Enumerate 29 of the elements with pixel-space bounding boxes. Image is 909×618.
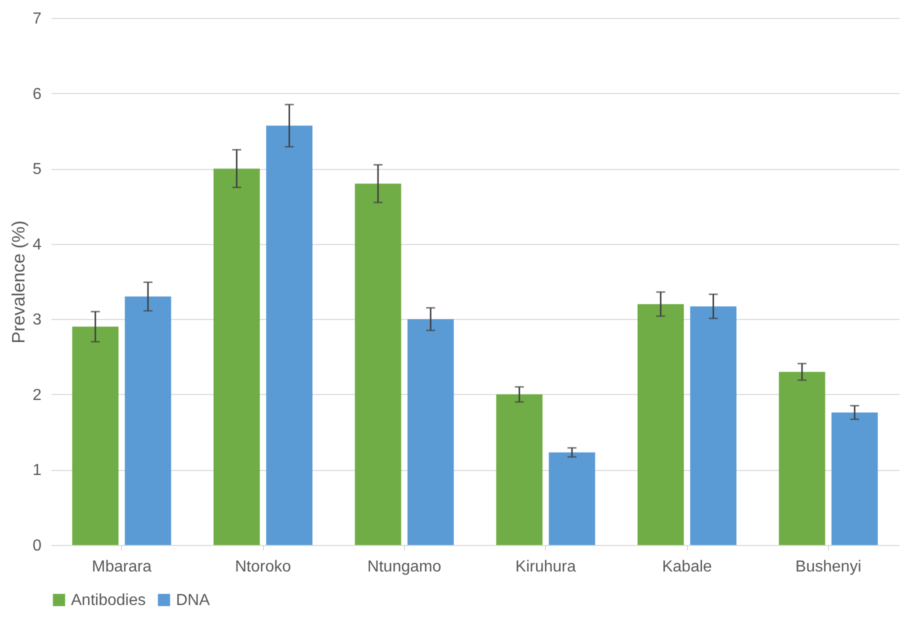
x-tick-label: Bushenyi <box>795 558 862 576</box>
x-tick-label: Mbarara <box>92 558 152 576</box>
x-tick-label: Ntungamo <box>367 558 442 576</box>
bar <box>214 168 260 545</box>
legend-label: Antibodies <box>71 592 146 609</box>
y-tick-label: 5 <box>32 161 42 178</box>
x-tick-label: Ntoroko <box>234 558 292 576</box>
bar <box>778 372 826 545</box>
bar <box>72 326 119 545</box>
y-tick-label: 7 <box>32 10 42 28</box>
bar <box>496 394 543 545</box>
bar <box>266 126 312 545</box>
y-tick-label: 1 <box>32 462 42 480</box>
y-tick-label: 4 <box>32 236 42 254</box>
bar <box>548 452 596 545</box>
y-tick-label: 6 <box>32 86 42 103</box>
bar <box>638 304 684 545</box>
y-tick-label: 0 <box>32 538 42 554</box>
bar <box>690 306 736 545</box>
bar <box>407 319 454 545</box>
y-tick-label: 3 <box>32 312 42 329</box>
x-tick-label: Kabale <box>662 558 712 576</box>
bar <box>831 412 878 545</box>
x-tick-label: Kiruhura <box>515 558 576 576</box>
y-tick-label: 2 <box>32 386 42 404</box>
legend-label: DNA <box>176 592 210 609</box>
y-axis-title: Prevalence (%) <box>8 220 29 344</box>
bar <box>354 184 402 545</box>
bar <box>124 296 172 545</box>
